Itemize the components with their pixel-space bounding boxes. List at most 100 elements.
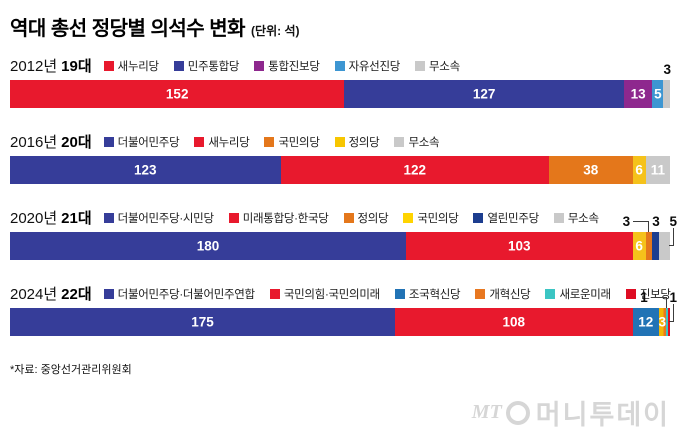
legend-swatch-icon: [269, 288, 280, 299]
election-row-2012: 2012년 19대 새누리당 민주통합당 통합진보당 자유선진당 무소속 152 127 13 5 3: [10, 57, 671, 108]
seat-count-label: 180: [196, 238, 220, 254]
seat-count-label: 123: [134, 162, 157, 178]
legend-item: 무소속: [553, 210, 599, 226]
bar-segment: 38: [548, 156, 633, 184]
seat-count-label: 127: [472, 86, 496, 102]
legend-label: 조국혁신당: [408, 288, 461, 301]
row-assembly: 20대: [61, 134, 92, 151]
legend-item: 정의당: [343, 210, 389, 226]
seat-bar: 175 108 12 3: [10, 308, 670, 336]
bar-segment: 122: [280, 156, 549, 184]
bar-segment: 5: [652, 80, 664, 108]
seat-count-label: 5: [654, 86, 662, 102]
legend-swatch-icon: [343, 212, 354, 223]
legend-swatch-icon: [254, 60, 265, 71]
row-header-2020: 2020년 21대 더불어민주당·시민당 미래통합당·한국당 정의당 국민의당 열린민주당 무…: [10, 209, 670, 227]
legend-label: 더불어민주당·시민당: [117, 212, 214, 225]
legend-item: 자유선진당: [334, 58, 401, 74]
legend-swatch-icon: [553, 212, 564, 223]
legend-label: 무소속: [429, 60, 460, 73]
legend-item: 더불어민주당: [103, 134, 180, 150]
seat-count-label: 38: [583, 162, 599, 178]
legend-item: 국민의힘·국민의미래: [269, 286, 380, 302]
row-header-2012: 2012년 19대 새누리당 민주통합당 통합진보당 자유선진당 무소속: [10, 57, 670, 75]
callout-label: 3: [622, 214, 631, 229]
legend-swatch-icon: [334, 60, 345, 71]
bar-segment: 152: [10, 80, 345, 108]
callout-label: 1: [669, 290, 677, 305]
legend-label: 미래통합당·한국당: [242, 212, 329, 225]
legend-swatch-icon: [415, 60, 426, 71]
row-year: 2020년: [10, 210, 58, 227]
legend: 더불어민주당 새누리당 국민의당 정의당 무소속: [103, 134, 455, 150]
bar-segment: 13: [623, 80, 653, 108]
seat-count-label: 6: [635, 238, 643, 254]
legend-label: 통합진보당: [268, 60, 320, 73]
legend-label: 자유선진당: [348, 60, 401, 73]
chart-header: 역대 총선 정당별 의석수 변화 (단위: 석): [10, 12, 670, 41]
bar-segment: 3: [659, 308, 666, 336]
bar-segment: 127: [344, 80, 624, 108]
legend: 더불어민주당·더불어민주연합 국민의힘·국민의미래 조국혁신당 개혁신당 새로운미래 진보…: [103, 286, 680, 302]
legend-item: 무소속: [394, 134, 440, 150]
row-assembly: 22대: [61, 286, 92, 303]
seat-count-label: 175: [191, 314, 214, 330]
legend-item: 더불어민주당·시민당: [103, 210, 214, 226]
legend-item: 무소속: [415, 58, 460, 74]
election-row-2016: 2016년 20대 더불어민주당 새누리당 국민의당 정의당 무소속 123 122 38 6 11: [10, 133, 670, 184]
legend-label: 열린민주당: [487, 212, 539, 225]
legend-swatch-icon: [394, 288, 405, 299]
legend-item: 국민의당: [264, 134, 320, 150]
legend-swatch-icon: [103, 288, 114, 299]
legend: 더불어민주당·시민당 미래통합당·한국당 정의당 국민의당 열린민주당 무소속: [103, 210, 614, 226]
legend-label: 새로운미래: [559, 288, 611, 301]
unit-label: (단위: 석): [251, 24, 300, 38]
legend-label: 국민의당: [417, 212, 459, 225]
seat-bar-wrap: 123 122 38 6 11: [10, 156, 670, 184]
logo-name: 머니투데이: [535, 400, 670, 430]
legend-label: 무소속: [408, 136, 440, 149]
bar-segment: 175: [10, 308, 395, 336]
legend-swatch-icon: [475, 288, 486, 299]
legend-label: 정의당: [357, 212, 389, 225]
row-header-2024: 2024년 22대 더불어민주당·더불어민주연합 국민의힘·국민의미래 조국혁신당 개혁신…: [10, 285, 671, 303]
legend-label: 정의당: [348, 136, 380, 149]
bar-segment: [663, 80, 670, 108]
callout-connector: [633, 221, 650, 232]
legend-swatch-icon: [103, 212, 114, 223]
callout-label: 3: [663, 62, 671, 77]
legend-item: 국민의당: [403, 210, 459, 226]
seat-count-label: 11: [650, 162, 665, 178]
bar-segment: 108: [395, 308, 633, 336]
legend-swatch-icon: [228, 212, 239, 223]
bar-segment: [665, 308, 668, 336]
legend-swatch-icon: [334, 136, 345, 147]
chart-rows: 2012년 19대 새누리당 민주통합당 통합진보당 자유선진당 무소속 152 127 13 5 3…: [10, 57, 677, 336]
row-year: 2012년: [10, 58, 58, 75]
legend-item: 조국혁신당: [394, 286, 461, 302]
source-note: *자료: 중앙선거관리위원회: [10, 364, 132, 376]
seat-bar: 152 127 13 5: [10, 80, 670, 108]
bar-segment: 180: [10, 232, 406, 260]
legend-swatch-icon: [403, 212, 414, 223]
seat-bar: 123 122 38 6 11: [10, 156, 670, 184]
seat-bar-wrap: 152 127 13 5 3: [10, 62, 671, 108]
row-assembly: 19대: [61, 58, 92, 75]
legend-label: 무소속: [567, 212, 599, 225]
legend-label: 새누리당: [208, 136, 250, 149]
seat-count-label: 6: [635, 162, 643, 178]
legend-swatch-icon: [173, 60, 184, 71]
bar-segment: 11: [645, 156, 670, 184]
legend-swatch-icon: [473, 212, 484, 223]
bar-segment: 6: [632, 156, 646, 184]
row-year: 2016년: [10, 134, 58, 151]
seat-count-label: 12: [638, 314, 654, 330]
bar-segment: 6: [632, 232, 646, 260]
legend-swatch-icon: [103, 60, 114, 71]
bar-segment: [652, 232, 659, 260]
seat-count-label: 122: [403, 162, 427, 178]
legend-label: 더불어민주당: [117, 136, 180, 149]
legend-label: 새누리당: [117, 60, 159, 73]
callout-connector: [669, 304, 674, 322]
legend-swatch-icon: [394, 136, 405, 147]
